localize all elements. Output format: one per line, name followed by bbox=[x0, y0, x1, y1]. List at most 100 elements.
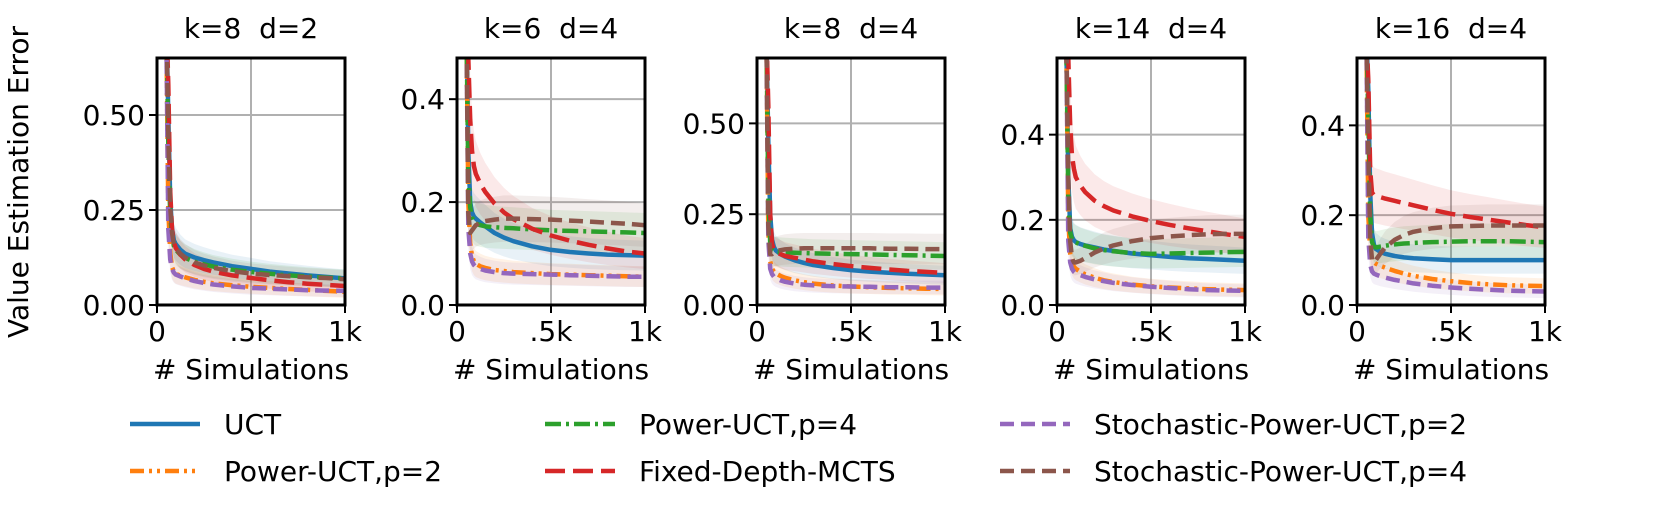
series-band bbox=[166, 58, 345, 298]
panel-title: k=8 d=4 bbox=[784, 12, 918, 45]
legend-label: Stochastic-Power-UCT,p=4 bbox=[1094, 455, 1467, 488]
y-tick-label: 0.4 bbox=[400, 83, 445, 116]
legend-item: Stochastic-Power-UCT,p=4 bbox=[1000, 455, 1467, 488]
y-tick-label: 0.50 bbox=[683, 107, 745, 140]
y-tick-label: 0.2 bbox=[1300, 199, 1345, 232]
series-group bbox=[164, 58, 345, 298]
series-band bbox=[1066, 58, 1245, 276]
y-tick-label: 0.0 bbox=[1300, 289, 1345, 322]
panel-2: 0 .5k 1k 0.0 0.2 0.4 k=6 d=4 # Simulations bbox=[400, 12, 663, 386]
series-line-power-uct-p-4 bbox=[464, 58, 645, 236]
x-tick-label: 1k bbox=[928, 315, 963, 348]
series-line-stochastic-power-uct-p-2 bbox=[464, 58, 645, 279]
x-tick-label: 0 bbox=[448, 315, 466, 348]
y-tick-label: 0.4 bbox=[1000, 119, 1045, 152]
x-axis-label: # Simulations bbox=[1053, 353, 1249, 386]
series-band bbox=[1366, 58, 1545, 264]
y-tick-label: 0.25 bbox=[683, 198, 745, 231]
legend-label: Power-UCT,p=2 bbox=[224, 455, 442, 488]
panel-title: k=16 d=4 bbox=[1375, 12, 1527, 45]
series-line-stochastic-power-uct-p-4 bbox=[1064, 58, 1245, 265]
series-band bbox=[1366, 58, 1545, 248]
legend-item: Fixed-Depth-MCTS bbox=[545, 455, 896, 488]
series-line-fixed-depth-mcts bbox=[764, 58, 945, 276]
panel-4: 0 .5k 1k 0.0 0.2 0.4 k=14 d=4 # Simulations bbox=[1000, 12, 1263, 386]
legend-item: Stochastic-Power-UCT,p=2 bbox=[1000, 408, 1467, 441]
series-line-stochastic-power-uct-p-4 bbox=[764, 58, 945, 257]
series-line-stochastic-power-uct-p-2 bbox=[1064, 58, 1245, 294]
x-tick-label: .5k bbox=[530, 315, 574, 348]
legend-label: Power-UCT,p=4 bbox=[639, 408, 857, 441]
y-tick-label: 0.50 bbox=[83, 99, 145, 132]
series-line-fixed-depth-mcts bbox=[1365, 58, 1545, 230]
panel-3: 0 .5k 1k 0.00 0.25 0.50 k=8 d=4 # Simulations bbox=[683, 12, 963, 386]
series-line-stochastic-power-uct-p-2 bbox=[764, 58, 945, 290]
y-tick-label: 0.00 bbox=[683, 289, 745, 322]
y-tick-label: 0.4 bbox=[1300, 109, 1345, 142]
series-band bbox=[766, 58, 945, 285]
x-tick-label: 0 bbox=[1048, 315, 1066, 348]
x-tick-label: 1k bbox=[1528, 315, 1563, 348]
series-line-stochastic-power-uct-p-2 bbox=[164, 58, 345, 294]
series-line-stochastic-power-uct-p-2 bbox=[1364, 58, 1545, 294]
series-line-power-uct-p-4 bbox=[1064, 58, 1245, 257]
x-axis-label: # Simulations bbox=[753, 353, 949, 386]
series-band bbox=[466, 58, 645, 287]
series-band bbox=[166, 58, 345, 288]
x-tick-label: .5k bbox=[830, 315, 874, 348]
x-axis-label: # Simulations bbox=[1353, 353, 1549, 386]
x-tick-label: 1k bbox=[328, 315, 363, 348]
series-group bbox=[764, 58, 945, 296]
series-line-stochastic-power-uct-p-4 bbox=[464, 58, 645, 236]
panel-1: 0 .5k 1k 0.00 0.25 0.50 k=8 d=2 # Simulations bbox=[83, 12, 363, 386]
legend-item: UCT bbox=[130, 408, 282, 441]
x-axis-label: # Simulations bbox=[153, 353, 349, 386]
x-tick-label: 1k bbox=[628, 315, 663, 348]
x-tick-label: 0 bbox=[148, 315, 166, 348]
series-band bbox=[1066, 58, 1245, 274]
x-tick-label: 1k bbox=[1228, 315, 1263, 348]
series-band bbox=[166, 58, 345, 298]
series-band bbox=[466, 58, 645, 287]
panel-title: k=6 d=4 bbox=[484, 12, 618, 45]
series-band bbox=[766, 58, 945, 283]
legend: UCT Power-UCT,p=2 Power-UCT,p=4 Fixed-Depth… bbox=[130, 408, 1467, 488]
x-tick-label: 0 bbox=[1348, 315, 1366, 348]
legend-item: Power-UCT,p=4 bbox=[545, 408, 857, 441]
legend-item: Power-UCT,p=2 bbox=[130, 455, 442, 488]
series-group bbox=[464, 58, 645, 287]
y-tick-label: 0.00 bbox=[83, 289, 145, 322]
x-tick-label: .5k bbox=[230, 315, 274, 348]
series-line-stochastic-power-uct-p-4 bbox=[164, 58, 345, 282]
series-line-power-uct-p-4 bbox=[764, 58, 945, 259]
x-tick-label: .5k bbox=[1130, 315, 1174, 348]
y-tick-label: 0.0 bbox=[400, 289, 445, 322]
series-band bbox=[166, 58, 345, 294]
series-line-stochastic-power-uct-p-4 bbox=[1364, 58, 1545, 265]
y-tick-label: 0.25 bbox=[83, 194, 145, 227]
y-axis-label: Value Estimation Error bbox=[2, 25, 35, 338]
series-line-power-uct-p-2 bbox=[164, 58, 345, 294]
legend-label: UCT bbox=[224, 408, 282, 441]
series-band bbox=[1366, 58, 1545, 299]
y-tick-label: 0.0 bbox=[1000, 289, 1045, 322]
series-band bbox=[166, 58, 345, 288]
series-band bbox=[166, 58, 345, 288]
series-band bbox=[466, 58, 645, 271]
series-band bbox=[1366, 58, 1545, 294]
x-tick-label: 0 bbox=[748, 315, 766, 348]
panel-title: k=14 d=4 bbox=[1075, 12, 1227, 45]
x-tick-label: .5k bbox=[1430, 315, 1474, 348]
legend-label: Fixed-Depth-MCTS bbox=[639, 455, 896, 488]
series-group bbox=[1064, 58, 1245, 298]
series-band bbox=[1066, 58, 1245, 256]
series-line-fixed-depth-mcts bbox=[466, 58, 645, 256]
y-tick-label: 0.2 bbox=[1000, 204, 1045, 237]
series-line-power-uct-p-4 bbox=[1364, 58, 1545, 250]
series-line-fixed-depth-mcts bbox=[1065, 58, 1245, 240]
series-group bbox=[1364, 58, 1545, 299]
panel-title: k=8 d=2 bbox=[184, 12, 318, 45]
y-tick-label: 0.2 bbox=[400, 186, 445, 219]
panel-5: 0 .5k 1k 0.0 0.2 0.4 k=16 d=4 # Simulations bbox=[1300, 12, 1563, 386]
